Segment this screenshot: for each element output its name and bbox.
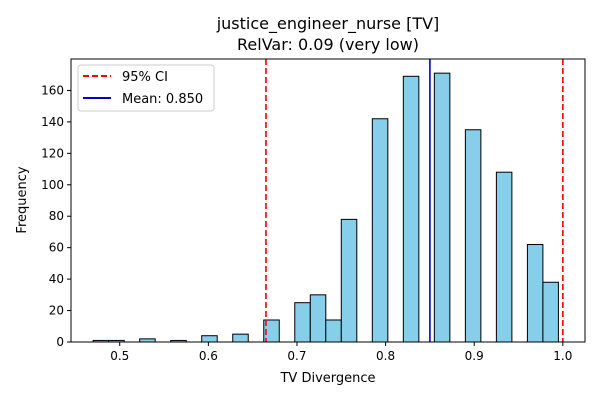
y-tick-label: 80 bbox=[49, 209, 64, 223]
histogram-bar bbox=[201, 335, 218, 343]
histogram-bar bbox=[371, 118, 389, 343]
plot-area-frame bbox=[70, 58, 586, 343]
x-tick-label: 0.8 bbox=[376, 349, 395, 363]
y-tick-label: 20 bbox=[49, 304, 64, 318]
histogram-bar bbox=[526, 244, 544, 343]
y-tick-label: 60 bbox=[49, 241, 64, 255]
x-tick-label: 1.0 bbox=[553, 349, 572, 363]
histogram-bar bbox=[294, 302, 311, 343]
y-tick-label: 0 bbox=[56, 335, 64, 349]
y-tick-label: 120 bbox=[41, 146, 64, 160]
histogram-bar bbox=[495, 171, 513, 343]
histogram-bar bbox=[325, 319, 342, 343]
histogram-bar bbox=[433, 72, 451, 343]
histogram-bar bbox=[542, 281, 559, 343]
reference-lines-group bbox=[265, 59, 564, 342]
y-tick-label: 140 bbox=[41, 115, 64, 129]
y-tick-label: 40 bbox=[49, 272, 64, 286]
chart-title: justice_engineer_nurse [TV] bbox=[216, 14, 440, 34]
x-tick-label: 0.9 bbox=[465, 349, 484, 363]
legend-mean-label: Mean: 0.850 bbox=[122, 92, 203, 107]
histogram-bar bbox=[309, 294, 327, 343]
legend-box bbox=[77, 64, 215, 112]
legend: 95% CI Mean: 0.850 bbox=[77, 64, 215, 112]
chart-subtitle: RelVar: 0.09 (very low) bbox=[237, 35, 419, 54]
y-axis-ticks: 0 20 40 60 80 100 120 140 160 bbox=[41, 83, 71, 349]
x-axis-ticks: 0.5 0.6 0.7 0.8 0.9 1.0 bbox=[110, 342, 572, 363]
y-tick-label: 100 bbox=[41, 178, 64, 192]
histogram-bar bbox=[402, 75, 420, 343]
x-tick-label: 0.7 bbox=[287, 349, 306, 363]
x-tick-label: 0.5 bbox=[110, 349, 129, 363]
legend-ci-label: 95% CI bbox=[122, 70, 168, 85]
bars-group bbox=[92, 72, 559, 343]
x-tick-label: 0.6 bbox=[199, 349, 218, 363]
y-tick-label: 160 bbox=[41, 83, 64, 97]
histogram-bar bbox=[232, 333, 249, 343]
histogram-bar bbox=[464, 129, 482, 343]
histogram-bar bbox=[340, 218, 358, 343]
x-axis-label: TV Divergence bbox=[279, 371, 375, 386]
y-axis-label: Frequency bbox=[15, 166, 30, 233]
